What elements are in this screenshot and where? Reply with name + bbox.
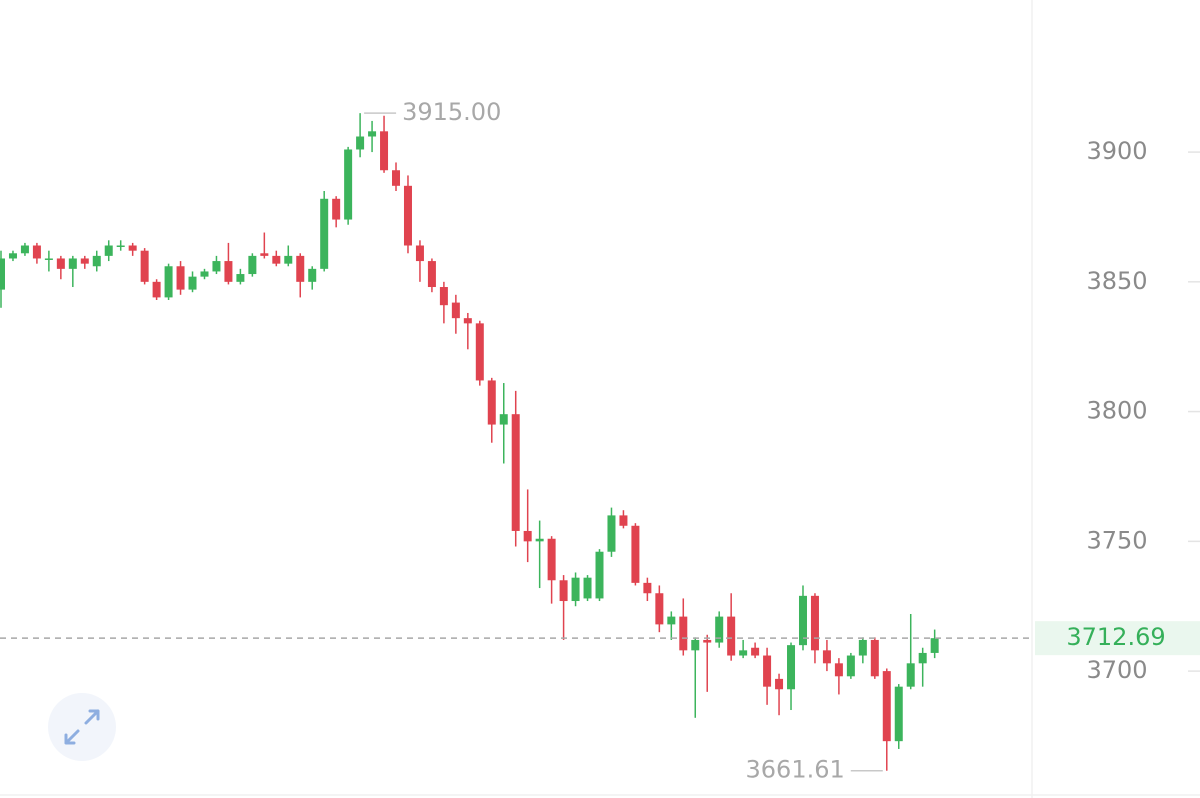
candle-body bbox=[535, 538, 544, 542]
candle-body bbox=[427, 261, 436, 288]
candle-body bbox=[691, 639, 700, 651]
candle-body bbox=[392, 170, 401, 186]
candle-body bbox=[451, 302, 460, 319]
candle-body bbox=[80, 258, 89, 264]
candle-body bbox=[559, 580, 568, 602]
candle-body bbox=[8, 253, 17, 259]
candle-body bbox=[188, 276, 197, 290]
candle-body bbox=[595, 551, 604, 599]
candle-body bbox=[475, 323, 484, 381]
candle-body bbox=[858, 639, 867, 656]
candle-body bbox=[763, 655, 772, 687]
candle-body bbox=[272, 255, 281, 264]
candle-body bbox=[56, 258, 65, 269]
last-price-label: 3712.69 bbox=[1066, 623, 1165, 651]
candle-body bbox=[487, 380, 496, 425]
candle-body bbox=[727, 616, 736, 656]
candle-body bbox=[583, 577, 592, 599]
min-marker-label: 3661.61 bbox=[746, 756, 845, 784]
candle-body bbox=[787, 645, 796, 690]
candle-body bbox=[523, 530, 532, 542]
candle-body bbox=[415, 245, 424, 262]
expand-icon[interactable] bbox=[64, 709, 100, 745]
candle-body bbox=[906, 663, 915, 687]
candle-body bbox=[128, 245, 137, 251]
candle-body bbox=[571, 577, 580, 602]
candle-body bbox=[332, 198, 341, 220]
expand-button-bg[interactable] bbox=[48, 693, 116, 761]
candle-body bbox=[380, 131, 389, 171]
candle-body bbox=[44, 258, 53, 260]
candle-body bbox=[92, 255, 101, 267]
candle-body bbox=[344, 149, 353, 220]
candle-body bbox=[200, 271, 209, 277]
candle-body bbox=[20, 245, 29, 254]
candle-body bbox=[499, 414, 508, 425]
candle-body bbox=[822, 650, 831, 664]
candle-body bbox=[511, 414, 520, 531]
candle-body bbox=[368, 131, 377, 137]
candle-body bbox=[152, 281, 161, 298]
candle-body bbox=[68, 258, 77, 269]
y-tick-label: 3750 bbox=[1086, 526, 1147, 554]
candle-body bbox=[104, 245, 113, 256]
candle-body bbox=[212, 261, 221, 272]
candle-body bbox=[116, 245, 125, 247]
candle-body bbox=[164, 266, 173, 298]
candle-body bbox=[655, 593, 664, 625]
last-price-box bbox=[1035, 621, 1200, 656]
candle-body bbox=[810, 595, 819, 651]
candle-body bbox=[834, 663, 843, 677]
candle-body bbox=[439, 287, 448, 306]
candle-body bbox=[32, 245, 41, 259]
candle-body bbox=[0, 258, 5, 290]
candle-body bbox=[140, 250, 149, 282]
candle-body bbox=[775, 678, 784, 690]
candle-body bbox=[631, 525, 640, 583]
candle-body bbox=[739, 650, 748, 656]
candle-body bbox=[882, 671, 891, 742]
candle-body bbox=[870, 639, 879, 677]
candle-body bbox=[751, 647, 760, 656]
candle-body bbox=[248, 255, 257, 275]
candle-body bbox=[403, 185, 412, 246]
y-tick-label: 3700 bbox=[1086, 656, 1147, 684]
candle-body bbox=[703, 639, 712, 643]
candle-body bbox=[930, 638, 939, 653]
candle-body bbox=[547, 538, 556, 581]
y-tick-label: 3900 bbox=[1086, 137, 1147, 165]
candle-body bbox=[607, 515, 616, 552]
candle-body bbox=[296, 255, 305, 282]
candle-body bbox=[918, 652, 927, 664]
candle-body bbox=[643, 582, 652, 594]
candle-body bbox=[260, 253, 269, 256]
candle-body bbox=[320, 198, 329, 269]
candle-body bbox=[846, 655, 855, 677]
candle-body bbox=[619, 515, 628, 526]
candle-body bbox=[798, 595, 807, 646]
candle-body bbox=[284, 255, 293, 264]
candle-body bbox=[679, 616, 688, 651]
candle-body bbox=[308, 268, 317, 282]
candle-body bbox=[356, 136, 365, 150]
candle-body bbox=[715, 616, 724, 643]
candle-body bbox=[463, 318, 472, 324]
candle-body bbox=[667, 616, 676, 625]
candle-body bbox=[224, 261, 233, 282]
y-tick-label: 3800 bbox=[1086, 397, 1147, 425]
y-tick-label: 3850 bbox=[1086, 267, 1147, 295]
max-marker-label: 3915.00 bbox=[402, 98, 501, 126]
candle-body bbox=[176, 266, 185, 290]
candle-body bbox=[894, 686, 903, 742]
expand-button[interactable] bbox=[48, 693, 116, 761]
candle-body bbox=[236, 274, 245, 282]
